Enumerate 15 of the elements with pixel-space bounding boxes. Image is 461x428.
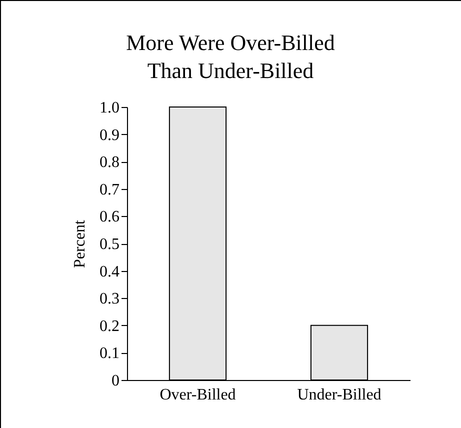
y-tick-label: 0.3	[100, 290, 120, 308]
y-tick-label: 0.1	[100, 345, 120, 362]
y-tick-label: 0.5	[100, 236, 120, 253]
y-tick-label: 0	[112, 372, 120, 390]
y-axis-title: Percent	[72, 219, 88, 268]
y-tick-label: 1.0	[100, 100, 120, 116]
x-tick-label: Over-Billed	[160, 386, 236, 404]
y-tick-label: 0.9	[100, 126, 120, 144]
y-tick-label: 0.2	[100, 318, 120, 335]
x-tick-label: Under-Billed	[297, 386, 382, 404]
y-tick-label: 0.6	[100, 208, 120, 226]
y-tick-label: 0.7	[100, 181, 120, 198]
y-tick-label: 0.8	[100, 154, 120, 172]
y-tick-label: 0.4	[100, 263, 120, 280]
chart-title: More Were Over-Billed Than Under-Billed	[126, 30, 335, 83]
